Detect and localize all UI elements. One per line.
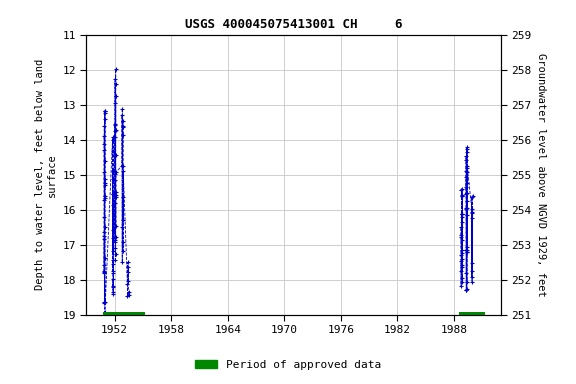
Legend: Period of approved data: Period of approved data bbox=[191, 356, 385, 375]
Y-axis label: Depth to water level, feet below land
surface: Depth to water level, feet below land su… bbox=[35, 59, 57, 290]
Bar bbox=[103, 312, 145, 318]
Y-axis label: Groundwater level above NGVD 1929, feet: Groundwater level above NGVD 1929, feet bbox=[536, 53, 545, 296]
Title: USGS 400045075413001 CH     6: USGS 400045075413001 CH 6 bbox=[185, 18, 403, 31]
Bar bbox=[458, 312, 485, 318]
